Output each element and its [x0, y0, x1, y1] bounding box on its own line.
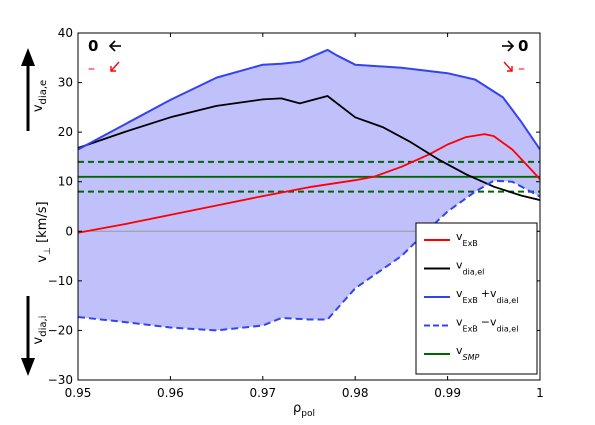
spread-fill-area [78, 49, 540, 331]
y-axis-label: v⊥ [km/s] [35, 201, 53, 262]
vdia-e-label-sub: dia,e [38, 80, 49, 105]
left-zero-label: 0 [88, 37, 98, 55]
vdia-i-label-sub: dia,i [38, 316, 49, 337]
arrow-down-left-icon-head [110, 66, 116, 72]
arrow-down-right-icon-head [507, 66, 513, 72]
x-tick-label: 0.97 [249, 386, 276, 400]
x-tick-label: 0.95 [65, 386, 92, 400]
y-axis-label-main: v [35, 255, 50, 263]
right-boundary-annotation: 0 – [502, 37, 528, 77]
y-tick-label: −10 [48, 274, 73, 288]
legend-entries: vExB vdia,el vExB+vdia,el vExB−vdia,el vSMP [424, 230, 518, 362]
y-tick-label: 40 [58, 26, 73, 40]
left-minus-label: – [88, 61, 95, 77]
y-tick-label: −20 [48, 323, 73, 337]
right-minus-label: – [518, 61, 525, 77]
arrow-left-icon-head [108, 40, 116, 52]
vdia-i-label-main: v [31, 336, 46, 344]
x-axis-label: ρpol [293, 401, 315, 419]
legend-box [415, 222, 538, 375]
left-boundary-annotation: 0 – [88, 37, 121, 77]
y-tick-label: 0 [65, 224, 73, 238]
y-tick-label: 30 [58, 76, 73, 90]
x-tick-label: 0.99 [434, 386, 461, 400]
vdia-e-label: vdia,e [31, 80, 49, 112]
legend: vExB vdia,el vExB+vdia,el vExB−vdia,el vSMP [415, 222, 538, 375]
arrow-right-icon-head [507, 40, 515, 52]
arrow-down-left-icon [110, 61, 120, 72]
y-axis-label-unit: [km/s] [35, 201, 50, 247]
vdia-i-annotation: vdia,i [21, 296, 49, 376]
arrow-down-icon-head [21, 358, 35, 376]
legend-label-dia: vdia,el [456, 259, 484, 277]
right-zero-label: 0 [518, 37, 528, 55]
x-axis-label-sub: pol [301, 409, 315, 419]
x-tick-label: 0.98 [342, 386, 369, 400]
legend-label-smp: vSMP [456, 344, 479, 362]
y-tick-label: −30 [48, 373, 73, 387]
arrow-down-right-icon [503, 61, 513, 72]
axis-ticks: 0.95 0.96 0.97 0.98 0.99 1 −30 −20 −10 0 10 20 30 40 [48, 26, 544, 400]
series-line-dia [78, 95, 540, 201]
spread-fill [78, 49, 540, 331]
plot-frame [77, 32, 541, 381]
x-tick-label: 0.96 [157, 386, 184, 400]
vdia-e-label-main: v [31, 104, 46, 112]
legend-label-sum: vExB+vdia,el [456, 287, 518, 305]
y-tick-label: 10 [58, 175, 73, 189]
series-line-diff [78, 179, 540, 332]
series-line-exb [78, 133, 540, 234]
y-tick-label: 20 [58, 125, 73, 139]
y-axis-label-sub: ⊥ [43, 247, 53, 255]
series-line-sum [78, 48, 540, 151]
arrow-up-icon-head [21, 48, 35, 66]
x-tick-label: 1 [536, 386, 544, 400]
vdia-i-label: vdia,i [31, 316, 49, 345]
x-axis-label-main: ρ [293, 401, 301, 416]
legend-label-diff: vExB−vdia,el [456, 316, 518, 334]
vdia-e-annotation: vdia,e [21, 48, 49, 131]
legend-label-exb: vExB [456, 230, 478, 248]
